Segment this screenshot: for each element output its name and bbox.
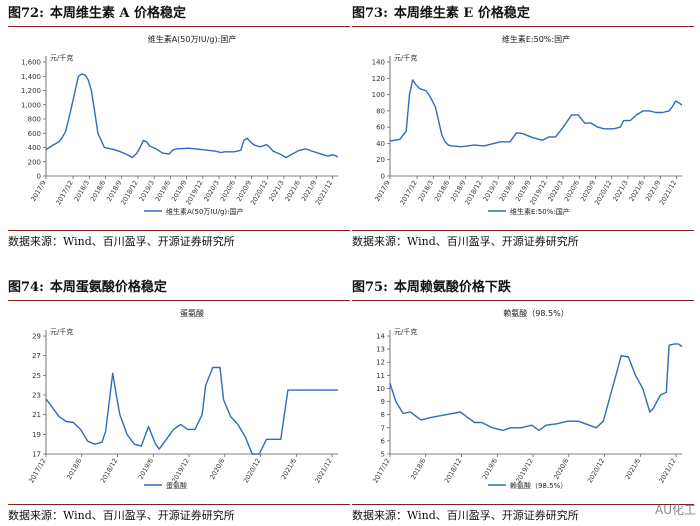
- figure-title: 图72: 本周维生素 A 价格稳定: [8, 4, 350, 27]
- x-tick-label: 2017/12: [54, 179, 74, 206]
- y-tick-label: 60: [376, 124, 385, 132]
- figure-title: 图75: 本周赖氨酸价格下跌: [352, 278, 694, 301]
- y-tick-label: 400: [28, 144, 41, 152]
- line-chart-vitamin-a: 维生素A(50万IU/g):国产元/千克02004006008001,0001,…: [21, 34, 339, 216]
- y-tick-label: 21: [32, 411, 41, 419]
- x-tick-label: 2018/6: [65, 457, 83, 481]
- x-tick-label: 2019/6: [137, 457, 155, 481]
- y-tick-label: 1,200: [21, 87, 41, 95]
- x-tick-label: 2021/12: [657, 457, 677, 484]
- y-tick-label: 8: [381, 411, 385, 419]
- x-tick-label: 2019/12: [170, 457, 190, 484]
- watermark-text: AU化工: [655, 503, 696, 517]
- x-tick-label: 2019/12: [514, 457, 534, 484]
- y-tick-label: 14: [376, 333, 385, 341]
- x-tick-label: 2018/12: [99, 457, 119, 484]
- y-tick-label: 9: [381, 398, 385, 406]
- y-tick-label: 140: [372, 59, 385, 67]
- y-unit-label: 元/千克: [394, 53, 417, 62]
- data-source-note: 数据来源：Wind、百川盈孚、开源证券研究所: [352, 230, 694, 249]
- y-tick-label: 19: [32, 431, 41, 439]
- chart-panel-vitamin-e: 图73: 本周维生素 E 价格稳定 维生素E:50%:国产 元/千克 0 20 40 60 8…: [352, 4, 694, 249]
- y-tick-label: 13: [376, 346, 385, 354]
- chart-panel-lysine: 图75: 本周赖氨酸价格下跌 赖氨酸（98.5%） 元/千克 5 6 7 8 9 10 11 12 1…: [352, 278, 694, 523]
- y-tick-label: 27: [32, 352, 41, 360]
- series-line: [45, 366, 338, 455]
- y-unit-label: 元/千克: [50, 53, 73, 62]
- y-tick-label: 600: [28, 130, 41, 138]
- y-tick-label: 800: [28, 116, 41, 124]
- y-tick-label: 0: [37, 173, 41, 181]
- y-tick-label: 25: [32, 372, 41, 380]
- chart-panel-methionine: 图74: 本周蛋氨酸价格稳定 蛋氨酸 元/千克 17 19 21 23 25 27 29 2017/…: [8, 278, 350, 523]
- series-line: [389, 343, 683, 432]
- y-tick-label: 17: [32, 451, 41, 459]
- y-tick-label: 23: [32, 392, 41, 400]
- figure-title: 图73: 本周维生素 E 价格稳定: [352, 4, 694, 27]
- y-tick-label: 7: [381, 424, 385, 432]
- legend-label: 维生素A(50万IU/g):国产: [166, 207, 244, 216]
- x-tick-label: 2017/12: [27, 457, 47, 484]
- y-tick-label: 0: [381, 173, 385, 181]
- chart-title: 维生素A(50万IU/g):国产: [148, 34, 237, 44]
- series-line: [45, 73, 339, 159]
- y-tick-label: 200: [28, 158, 41, 166]
- y-tick-label: 29: [32, 333, 41, 341]
- y-tick-label: 1,600: [21, 59, 41, 67]
- data-source-note: 数据来源：Wind、百川盈孚、开源证券研究所: [352, 504, 694, 523]
- y-tick-label: 1,000: [21, 101, 41, 109]
- y-tick-label: 100: [372, 91, 385, 99]
- x-tick-label: 2020/6: [208, 457, 226, 481]
- legend-label: 维生素E:50%:国产: [510, 207, 570, 216]
- x-tick-label: 2020/12: [586, 457, 606, 484]
- data-source-note: 数据来源：Wind、百川盈孚、开源证券研究所: [8, 504, 350, 523]
- y-tick-label: 120: [372, 75, 385, 83]
- line-chart-lysine: 赖氨酸（98.5%） 元/千克 5 6 7 8 9 10 11 12 13 14 2017/12 2018…: [371, 308, 683, 490]
- y-tick-label: 10: [376, 385, 385, 393]
- chart-title: 蛋氨酸: [180, 308, 204, 318]
- y-unit-label: 元/千克: [394, 327, 417, 336]
- y-tick-label: 1,400: [21, 73, 41, 81]
- x-tick-label: 2017/12: [398, 179, 418, 206]
- x-tick-label: 2017/9: [29, 179, 47, 203]
- y-tick-label: 6: [381, 437, 386, 445]
- chart-title: 维生素E:50%:国产: [502, 34, 570, 44]
- chart-panel-vitamin-a: 图72: 本周维生素 A 价格稳定 维生素A(50万IU/g):国产 元/千克 0 20…: [8, 4, 350, 249]
- y-tick-label: 11: [376, 372, 385, 380]
- x-tick-label: 2017/9: [373, 179, 391, 203]
- x-tick-label: 2021/12: [313, 457, 333, 484]
- series-line: [389, 79, 683, 148]
- figure-title: 图74: 本周蛋氨酸价格稳定: [8, 278, 350, 301]
- y-unit-label: 元/千克: [50, 327, 73, 336]
- y-tick-label: 80: [376, 107, 385, 115]
- data-source-note: 数据来源：Wind、百川盈孚、开源证券研究所: [8, 230, 350, 249]
- y-tick-label: 12: [376, 359, 385, 367]
- x-tick-label: 2021/6: [624, 457, 642, 481]
- x-tick-label: 2021/6: [280, 457, 298, 481]
- legend-label: 蛋氨酸: [166, 481, 187, 490]
- x-tick-label: 2018/12: [443, 457, 463, 484]
- x-tick-label: 2018/6: [409, 457, 427, 481]
- y-tick-label: 5: [381, 451, 385, 459]
- chart-title: 赖氨酸（98.5%）: [503, 308, 568, 318]
- y-tick-label: 40: [376, 140, 385, 148]
- legend-label: 赖氨酸（98.5%）: [510, 481, 567, 490]
- x-tick-label: 2017/12: [371, 457, 391, 484]
- y-tick-label: 20: [376, 156, 385, 164]
- x-tick-label: 2020/6: [552, 457, 570, 481]
- x-tick-label: 2019/6: [481, 457, 499, 481]
- x-tick-label: 2020/12: [242, 457, 262, 484]
